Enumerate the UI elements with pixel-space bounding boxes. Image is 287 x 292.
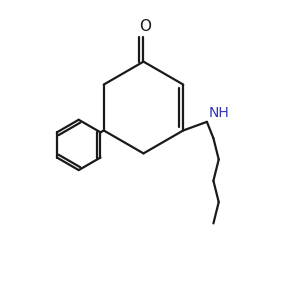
- Text: O: O: [139, 19, 151, 34]
- Text: NH: NH: [208, 106, 229, 120]
